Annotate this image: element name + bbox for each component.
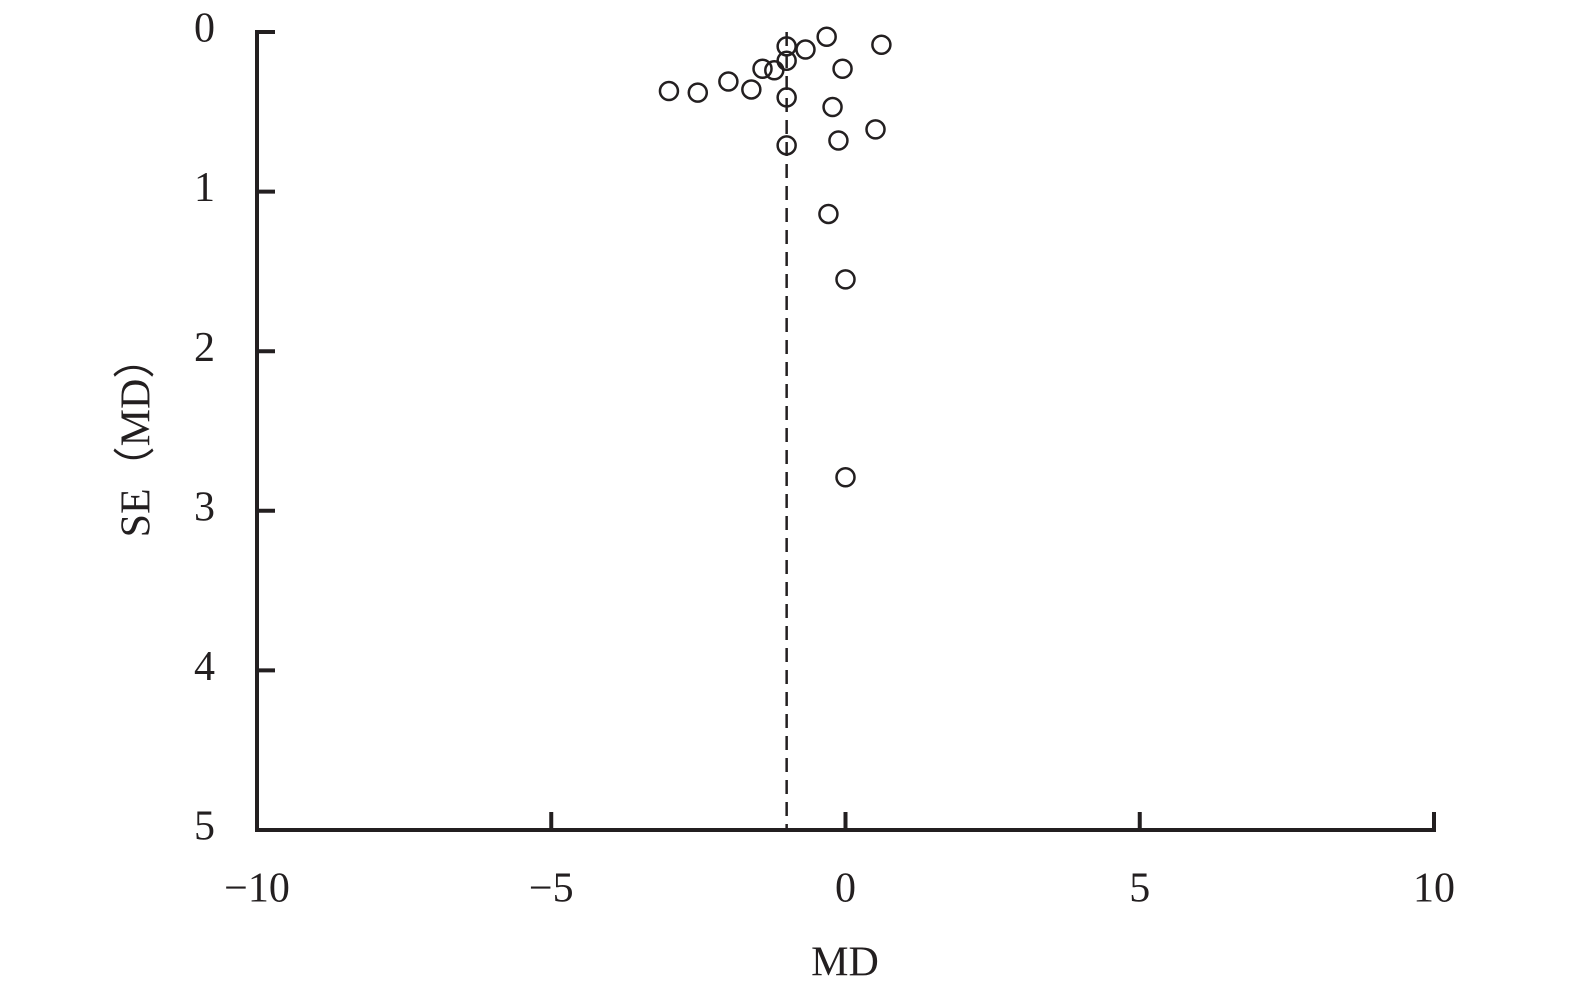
y-tick-label: 2 [194,325,215,371]
point [822,96,843,118]
point [658,80,680,102]
point [764,60,785,81]
point [816,26,837,48]
y-tick-label: 0 [194,6,215,52]
point [741,79,762,100]
y-tick-label: 4 [194,644,215,690]
point [795,39,816,60]
point [687,82,709,103]
point [818,203,839,225]
point [835,269,856,290]
x-tick-label: −5 [529,866,574,912]
point [835,467,856,488]
point [865,119,886,140]
point [718,71,739,92]
y-tick-label: 1 [194,165,215,211]
x-tick-label: 10 [1413,866,1455,912]
point [776,135,797,156]
point [832,58,853,79]
point [828,130,849,151]
y-tick-label: 3 [194,484,215,530]
point [776,87,797,108]
point [752,58,773,79]
point [776,36,797,57]
x-tick-label: −10 [224,866,290,912]
y-tick-label: 5 [194,804,215,850]
point [871,34,892,56]
x-tick-label: 5 [1129,866,1150,912]
x-tick-label: 0 [835,866,856,912]
y-axis-label: SE（MD） [114,337,160,538]
x-axis-label: MD [811,940,879,986]
